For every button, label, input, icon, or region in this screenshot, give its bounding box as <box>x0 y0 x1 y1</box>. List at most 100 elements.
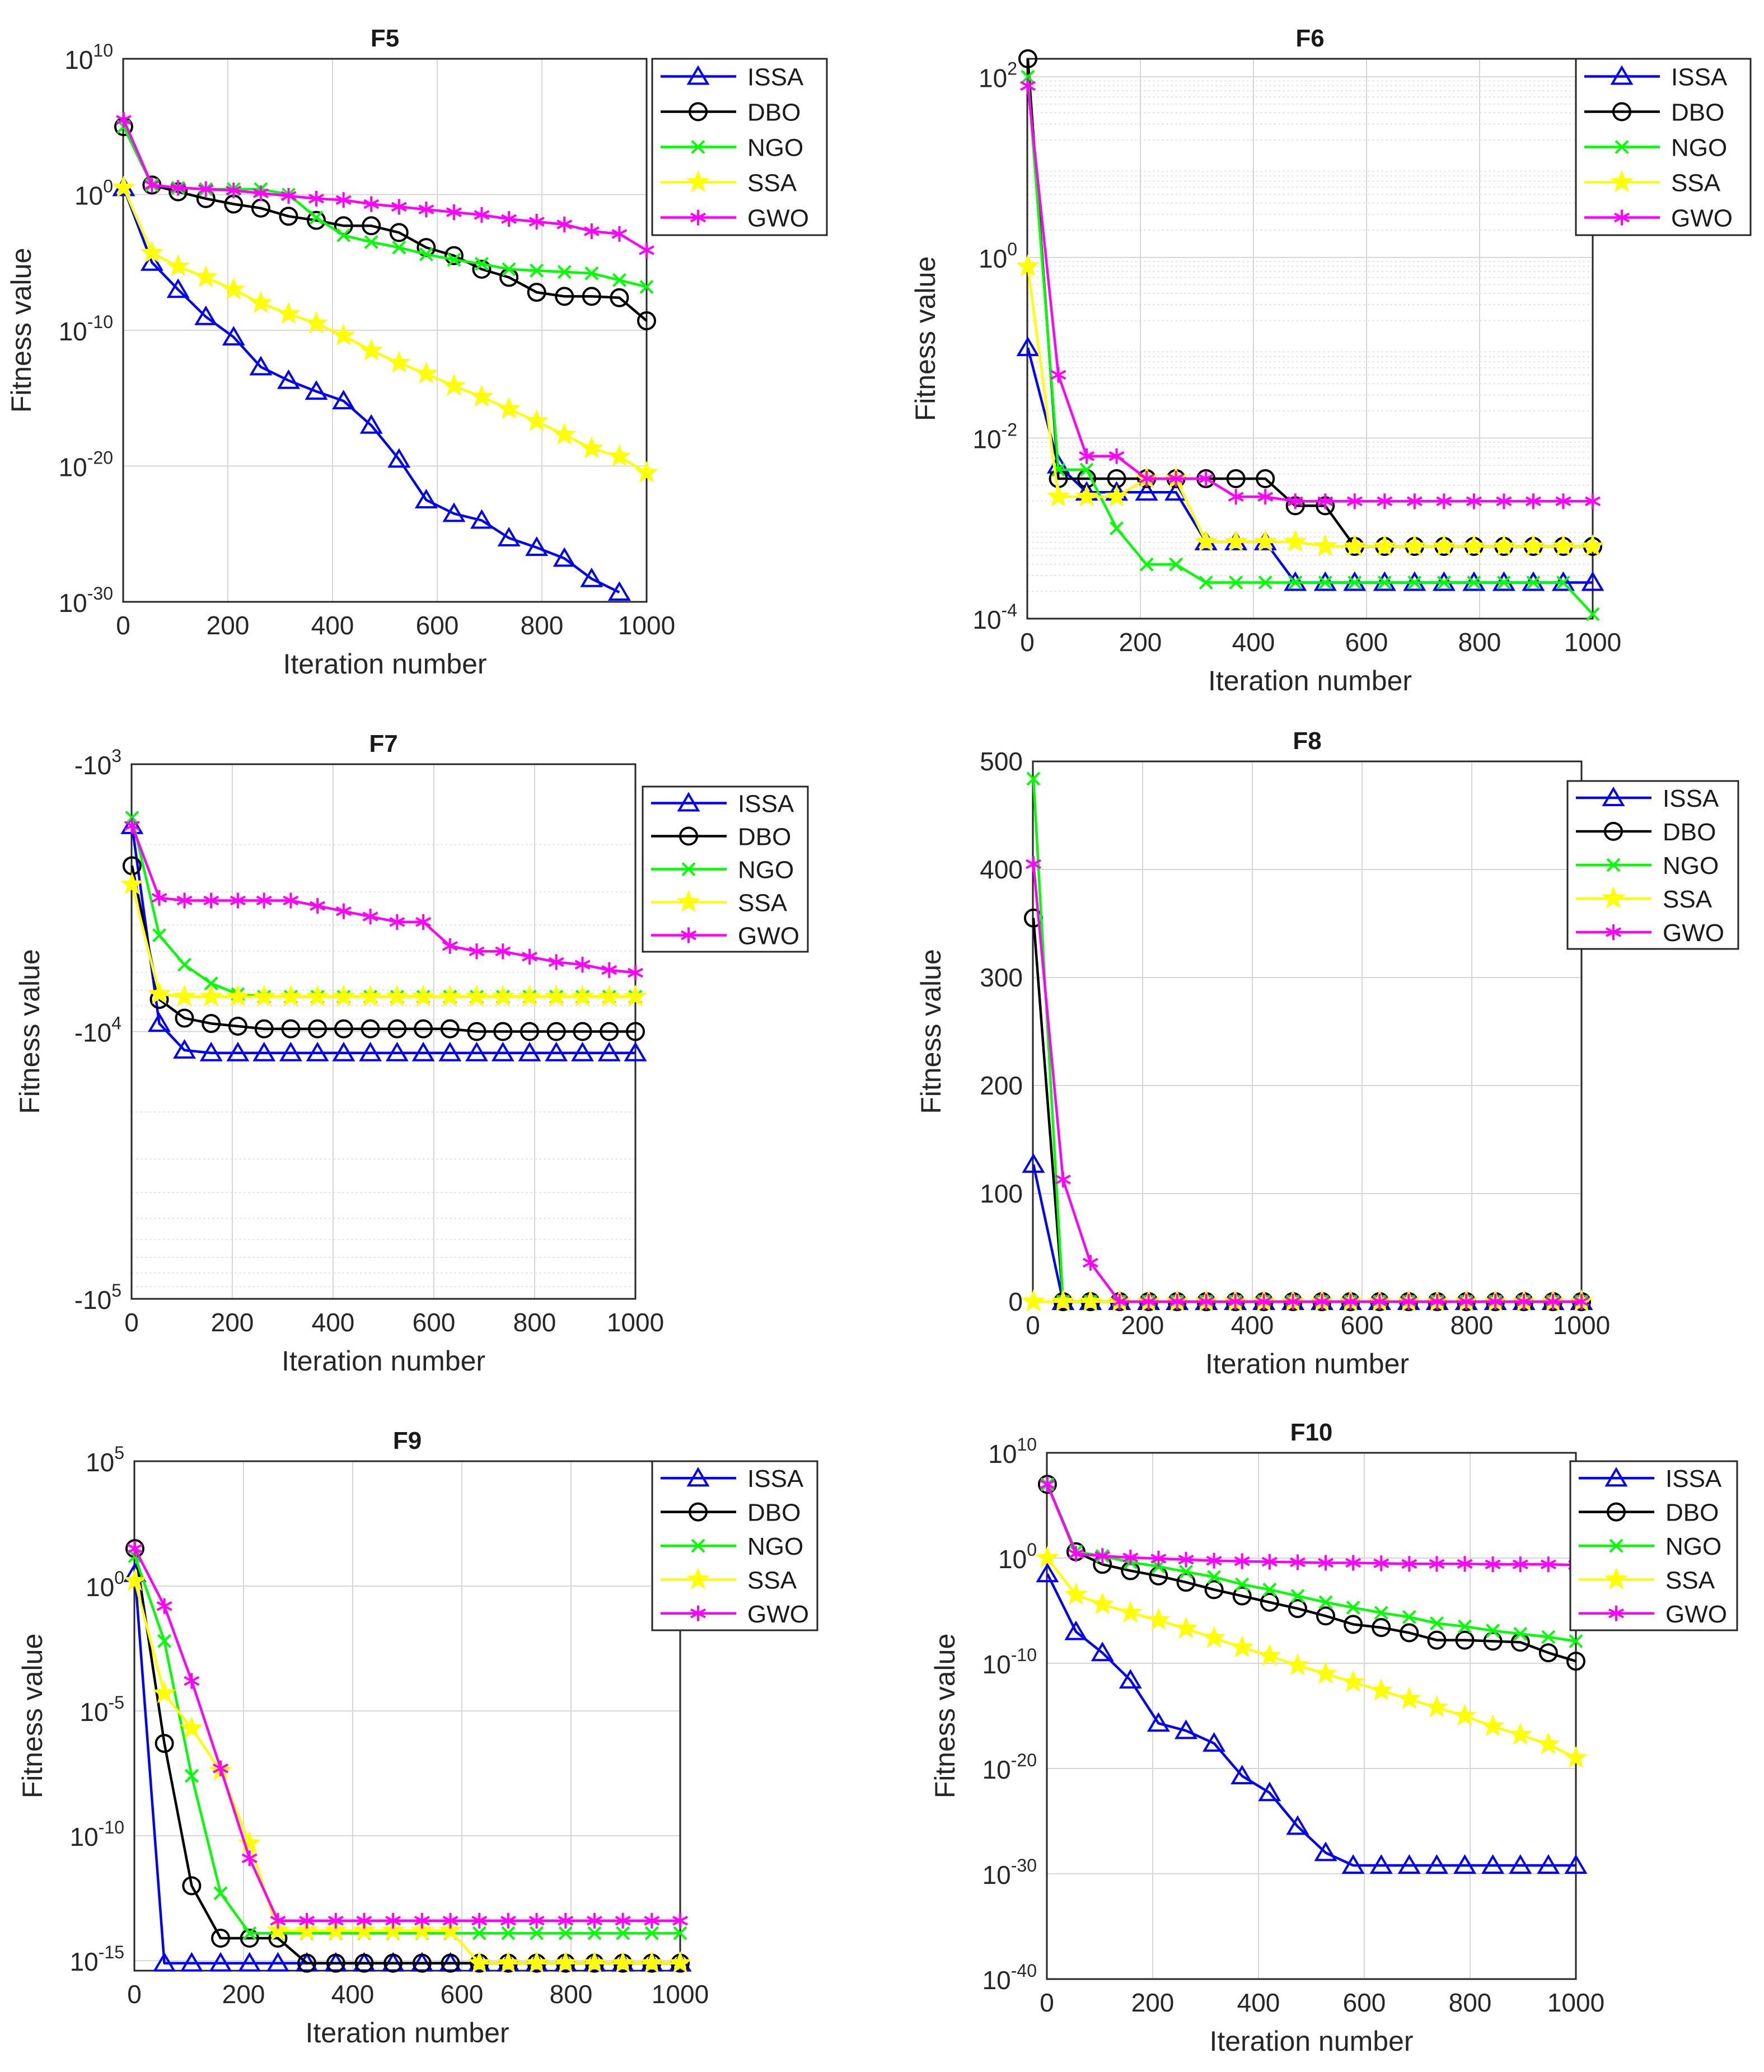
data-point-GWO <box>335 903 352 919</box>
data-point-NGO <box>475 256 489 271</box>
legend-marker-NGO <box>1609 1538 1623 1553</box>
data-point-SSA <box>1224 530 1248 552</box>
data-point-GWO <box>1108 448 1125 464</box>
data-point-SSA <box>597 984 621 1007</box>
y-tick-label: 100 <box>74 176 113 211</box>
data-point-SSA <box>1397 1687 1421 1709</box>
x-tick-label: 400 <box>1237 1988 1280 2017</box>
data-point-SSA <box>1425 1695 1449 1718</box>
data-point-ISSA <box>279 1041 302 1061</box>
data-point-SSA <box>1462 534 1486 556</box>
legend-marker-DBO <box>689 1502 708 1522</box>
legend-label: SSA <box>738 890 788 917</box>
x-tick-label: 800 <box>521 611 564 640</box>
y-tick-label: 100 <box>998 1540 1037 1574</box>
y-axis-label: Fitness value <box>6 248 37 413</box>
data-point-SSA <box>497 396 521 419</box>
data-point-GWO <box>252 185 269 202</box>
legend: ISSA DBO NGO SSA GWO <box>1575 58 1752 236</box>
x-tick-label: 600 <box>413 1308 456 1337</box>
data-point-GWO <box>184 1673 200 1689</box>
data-point-ISSA <box>1509 1854 1532 1874</box>
data-point-NGO <box>1486 1624 1500 1638</box>
x-tick-label: 1000 <box>652 1980 709 2009</box>
data-point-DBO <box>527 283 546 302</box>
data-point-SSA <box>438 1918 462 1941</box>
data-point-SSA <box>166 254 190 277</box>
x-tick-label: 600 <box>1341 1311 1384 1340</box>
chart-F8: 0 200 400 600 800 1000 0 100 200 300 400 500 F8 Itera… <box>915 727 1739 1379</box>
data-point-GWO <box>474 207 490 223</box>
x-tick-label: 400 <box>312 1308 355 1337</box>
data-point-SSA <box>1079 1289 1102 1312</box>
chart-F10: 0 200 400 600 800 100010-4010-3010-2010-10100… <box>929 1419 1738 2057</box>
data-point-NGO <box>558 1926 573 1940</box>
y-tick-exponent: -30 <box>1011 1855 1037 1875</box>
data-point-NGO <box>1374 1606 1388 1620</box>
data-point-GWO <box>1198 471 1214 487</box>
legend-marker-DBO <box>1612 102 1631 121</box>
series-line-DBO <box>1046 1484 1576 1663</box>
data-point-SSA <box>385 984 409 1007</box>
data-point-SSA <box>381 1918 405 1941</box>
y-tick-label: 500 <box>980 747 1023 776</box>
data-point-GWO <box>308 190 324 207</box>
data-point-GWO <box>1285 1294 1301 1309</box>
y-tick-exponent: -20 <box>1011 1750 1037 1770</box>
data-point-SSA <box>120 872 144 895</box>
y-tick-base: 10 <box>64 45 93 74</box>
x-tick-label: 0 <box>127 1980 142 2009</box>
legend-marker-DBO <box>679 826 698 846</box>
y-tick-exponent: 2 <box>1007 58 1017 78</box>
data-point-NGO <box>1402 1610 1416 1624</box>
x-tick-label: 0 <box>116 611 130 640</box>
y-tick-exponent: 5 <box>111 1280 121 1301</box>
plot-area <box>1047 1453 1576 1979</box>
x-tick-label: 1000 <box>1547 1988 1604 2017</box>
series-ISSA <box>120 814 647 1061</box>
legend-marker-ISSA <box>1604 1467 1628 1487</box>
legend-label: ISSA <box>738 791 794 818</box>
data-point-GWO <box>1198 1294 1214 1309</box>
data-point-SSA <box>554 1951 577 1973</box>
data-point-NGO <box>639 279 654 294</box>
data-point-ISSA <box>1119 1669 1142 1689</box>
data-point-ISSA <box>1286 1815 1309 1835</box>
legend-label: DBO <box>738 824 791 851</box>
x-tick-label: 800 <box>1450 1311 1494 1340</box>
legend-marker-GWO <box>1606 924 1621 940</box>
data-point-SSA <box>411 984 435 1007</box>
data-point-NGO <box>1235 1577 1250 1592</box>
data-point-NGO <box>1318 1595 1333 1610</box>
y-tick-exponent: 0 <box>103 176 113 197</box>
data-point-GWO <box>280 188 297 204</box>
data-point-ISSA <box>359 414 383 434</box>
legend-marker-DBO <box>1604 822 1623 841</box>
plot-area <box>1027 59 1593 619</box>
legend-label: ISSA <box>747 1465 804 1493</box>
data-point-GWO <box>1345 1555 1361 1571</box>
data-point-DBO <box>467 1022 486 1041</box>
y-tick-label: 10-10 <box>70 1817 124 1851</box>
data-point-GWO <box>611 226 628 242</box>
y-tick-base: 10 <box>59 588 87 618</box>
data-point-GWO <box>389 914 405 930</box>
data-point-NGO <box>1569 1634 1583 1648</box>
data-point-GWO <box>1574 1294 1589 1309</box>
data-point-GWO <box>501 211 517 227</box>
y-tick-base: 10 <box>59 453 87 482</box>
series-SSA <box>1016 254 1604 556</box>
data-point-ISSA <box>553 547 576 567</box>
data-point-GWO <box>1342 1294 1359 1309</box>
data-point-GWO <box>1401 1294 1417 1309</box>
legend: ISSA DBO NGO SSA GWO <box>1566 780 1739 950</box>
data-point-GWO <box>495 943 511 960</box>
data-point-DBO <box>326 1953 345 1973</box>
series-GWO <box>127 1541 688 1929</box>
data-point-SSA <box>467 1951 492 1973</box>
series-ISSA <box>112 176 631 601</box>
series-DBO <box>1037 1475 1585 1671</box>
data-point-SSA <box>570 984 595 1007</box>
data-point-SSA <box>1492 534 1516 556</box>
x-tick-label: 0 <box>1040 1988 1054 2017</box>
